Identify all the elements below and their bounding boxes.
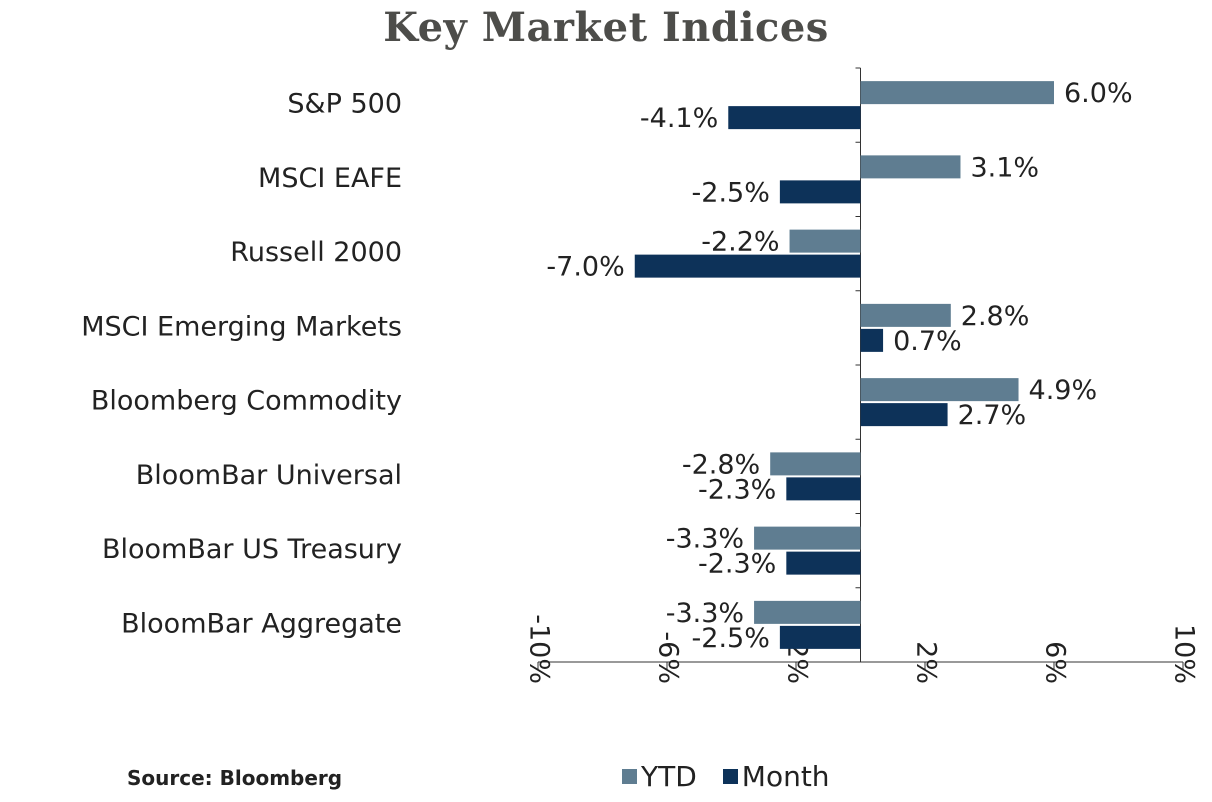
data-label-month: -2.3%: [698, 549, 776, 580]
data-label-ytd: -3.3%: [666, 524, 744, 555]
category-label: S&P 500: [287, 89, 402, 120]
bar-ytd: [789, 229, 861, 253]
data-label-ytd: 4.9%: [1029, 375, 1098, 406]
data-label-month: -2.5%: [692, 177, 770, 208]
legend-label-month: Month: [741, 760, 830, 793]
x-tick-label: -10%: [524, 614, 555, 684]
bar-ytd: [754, 600, 861, 624]
source-note: Source: Bloomberg: [127, 766, 343, 790]
data-label-month: 2.7%: [958, 400, 1027, 431]
data-label-month: -2.5%: [692, 623, 770, 654]
bar-month: [779, 625, 861, 649]
bar-month: [728, 106, 861, 130]
bar-ytd: [860, 378, 1019, 402]
bar-ytd: [860, 81, 1054, 105]
category-label: Russell 2000: [230, 237, 402, 268]
legend-swatch-ytd: [622, 769, 637, 784]
bar-month: [860, 328, 884, 352]
bar-month: [779, 180, 861, 204]
bar-month: [634, 254, 861, 278]
data-label-month: -4.1%: [640, 103, 718, 134]
x-tick-label: -6%: [653, 631, 684, 684]
category-label: Bloomberg Commodity: [91, 386, 402, 417]
x-tick-label: 10%: [1169, 624, 1200, 684]
bar-month: [786, 477, 861, 501]
data-label-month: -2.3%: [698, 474, 776, 505]
bar-ytd: [860, 155, 961, 179]
category-label: MSCI EAFE: [258, 163, 402, 194]
bar-ytd: [860, 303, 951, 327]
category-label: BloomBar Universal: [136, 460, 402, 491]
data-label-ytd: 2.8%: [961, 301, 1030, 332]
legend-label-ytd: YTD: [641, 760, 697, 793]
category-label: BloomBar Aggregate: [121, 608, 402, 639]
data-label-ytd: 6.0%: [1064, 78, 1133, 109]
data-label-month: 0.7%: [893, 326, 962, 357]
legend-item-ytd: YTD: [622, 760, 697, 793]
x-tick-label: 2%: [911, 641, 942, 684]
category-label: MSCI Emerging Markets: [81, 311, 402, 342]
legend-item-month: Month: [722, 760, 830, 793]
bar-ytd: [754, 526, 861, 550]
chart-title: Key Market Indices: [383, 4, 829, 51]
data-label-ytd: 3.1%: [970, 152, 1039, 183]
bar-month: [860, 403, 948, 427]
data-label-ytd: -2.8%: [682, 449, 760, 480]
data-label-ytd: -3.3%: [666, 598, 744, 629]
data-label-month: -7.0%: [546, 252, 624, 283]
category-label: BloomBar US Treasury: [102, 534, 402, 565]
data-label-ytd: -2.2%: [701, 227, 779, 258]
legend-swatch-month: [722, 769, 738, 784]
bar-ytd: [770, 452, 861, 476]
bar-month: [786, 551, 861, 575]
x-tick-label: 6%: [1040, 641, 1071, 684]
legend: YTD Month: [622, 760, 856, 793]
